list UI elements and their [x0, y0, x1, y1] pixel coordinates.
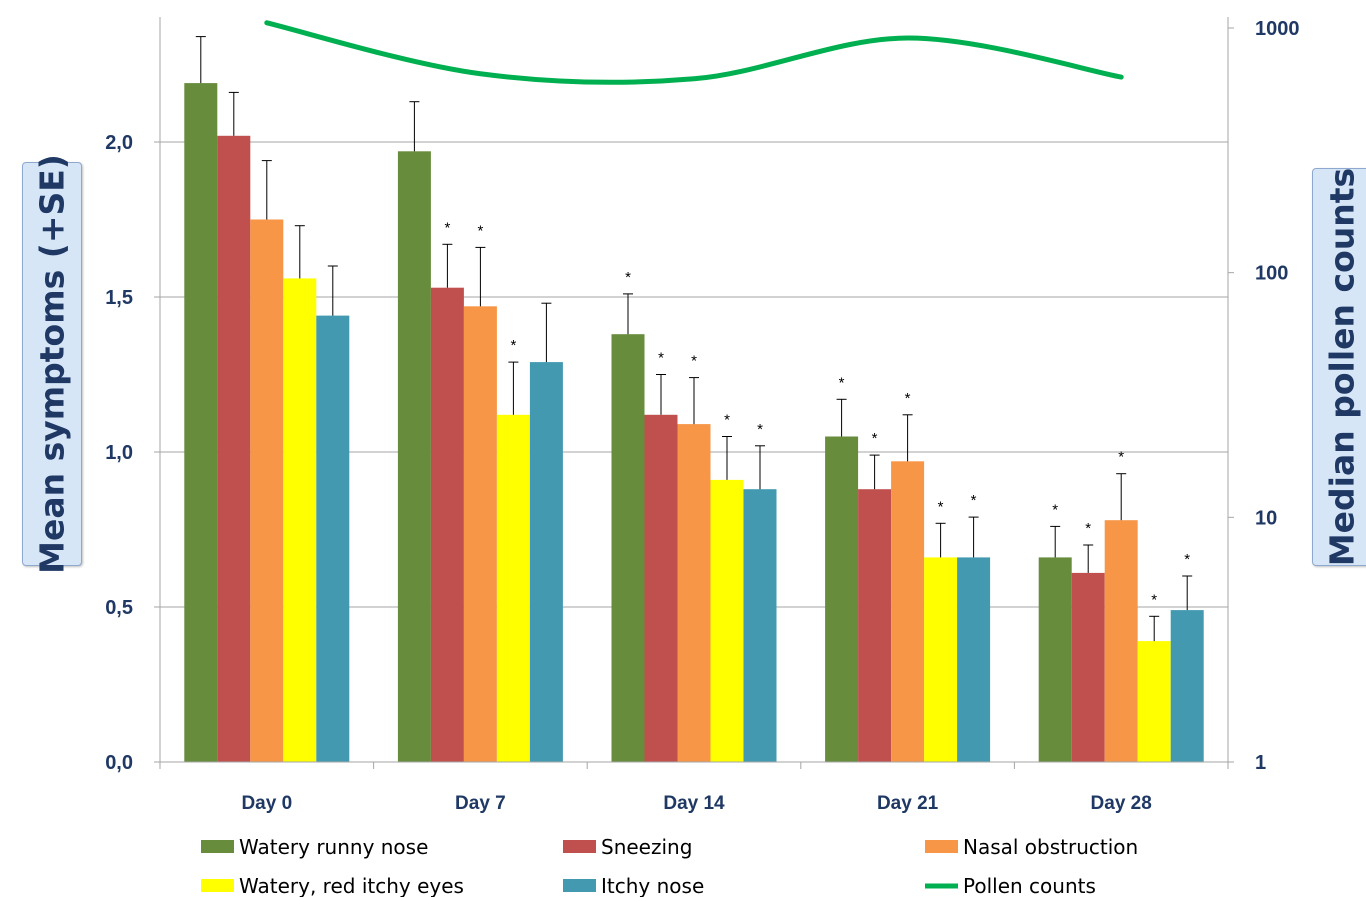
right-axis-ticks: 1 10 100 1000 — [1228, 18, 1300, 774]
significance-star: * — [658, 350, 664, 367]
significance-star: * — [1118, 449, 1124, 466]
bar — [1071, 572, 1105, 762]
y2-axis-label-box: Median pollen counts — [1312, 168, 1366, 566]
bar — [891, 461, 925, 762]
legend: Watery runny nose Sneezing Nasal obstructi… — [201, 835, 1138, 897]
y-tick-label: 1,5 — [105, 287, 133, 309]
x-tick-label: Day 0 — [241, 793, 292, 814]
significance-star: * — [724, 412, 730, 429]
pollen-counts-line — [264, 20, 1124, 85]
significance-star: * — [938, 498, 944, 515]
legend-label: Sneezing — [601, 835, 692, 859]
bar — [1038, 557, 1072, 762]
significance-star: * — [1184, 551, 1190, 568]
legend-swatch — [925, 840, 958, 853]
significance-star: * — [1151, 591, 1157, 608]
significance-star: * — [971, 492, 977, 509]
y-tick-label: 0,0 — [105, 752, 133, 774]
legend-label: Nasal obstruction — [963, 835, 1138, 859]
legend-label: Watery runny nose — [239, 835, 428, 859]
x-tick-label: Day 7 — [455, 793, 506, 814]
significance-star: * — [1085, 520, 1091, 537]
significance-markers: * * * * * * * * * * * * * * * * * * — [444, 219, 1190, 608]
x-tick-label: Day 28 — [1091, 793, 1152, 814]
bar — [430, 287, 464, 762]
bar — [283, 278, 317, 762]
bar — [644, 414, 678, 762]
y-axis-label: Mean symptoms (+SE) — [32, 154, 72, 574]
left-axis-ticks: 0,0 0,5 1,0 1,5 2,0 — [105, 132, 160, 774]
legend-label: Pollen counts — [963, 874, 1096, 897]
bar — [184, 83, 218, 763]
significance-star: * — [477, 222, 483, 239]
bar — [825, 436, 859, 762]
bar — [496, 414, 530, 762]
significance-star: * — [444, 219, 450, 236]
bar — [397, 151, 431, 763]
y-axis-label-box: Mean symptoms (+SE) — [22, 154, 82, 574]
bar — [1104, 520, 1138, 762]
significance-star: * — [1052, 501, 1058, 518]
legend-swatch — [201, 840, 234, 853]
bar — [710, 479, 744, 762]
y2-tick-label: 100 — [1255, 263, 1288, 285]
y-tick-label: 2,0 — [105, 132, 133, 154]
bar — [677, 424, 711, 762]
significance-star: * — [757, 421, 763, 438]
bar — [957, 557, 991, 762]
bar — [1137, 641, 1171, 762]
bar — [924, 557, 958, 762]
legend-swatch — [201, 879, 234, 892]
significance-star: * — [510, 337, 516, 354]
significance-star: * — [905, 390, 911, 407]
bars — [184, 83, 1204, 763]
bar — [743, 489, 777, 762]
x-axis-ticks: Day 0 Day 7 Day 14 Day 21 Day 28 — [241, 793, 1151, 814]
bar — [217, 135, 251, 763]
bar — [1170, 610, 1204, 762]
significance-star: * — [872, 430, 878, 447]
x-tick-label: Day 14 — [663, 793, 725, 814]
bar — [463, 306, 497, 762]
y2-tick-label: 10 — [1255, 507, 1277, 529]
y2-axis-label: Median pollen counts — [1322, 167, 1362, 567]
y-tick-label: 1,0 — [105, 442, 133, 464]
legend-swatch — [563, 840, 596, 853]
legend-label: Watery, red itchy eyes — [239, 874, 464, 897]
bar — [316, 315, 350, 762]
axes — [159, 17, 1229, 769]
pollen-line — [264, 20, 1124, 85]
significance-star: * — [839, 374, 845, 391]
error-bars — [195, 36, 1193, 642]
bar — [529, 362, 563, 762]
y2-tick-label: 1 — [1255, 752, 1266, 774]
significance-star: * — [691, 353, 697, 370]
bar — [250, 219, 284, 762]
y-tick-label: 0,5 — [105, 597, 133, 619]
bar — [858, 489, 892, 762]
bar — [611, 334, 645, 762]
x-tick-label: Day 21 — [877, 793, 939, 814]
legend-swatch — [563, 879, 596, 892]
significance-star: * — [625, 269, 631, 286]
y2-tick-label: 1000 — [1255, 18, 1300, 40]
legend-label: Itchy nose — [601, 874, 704, 897]
